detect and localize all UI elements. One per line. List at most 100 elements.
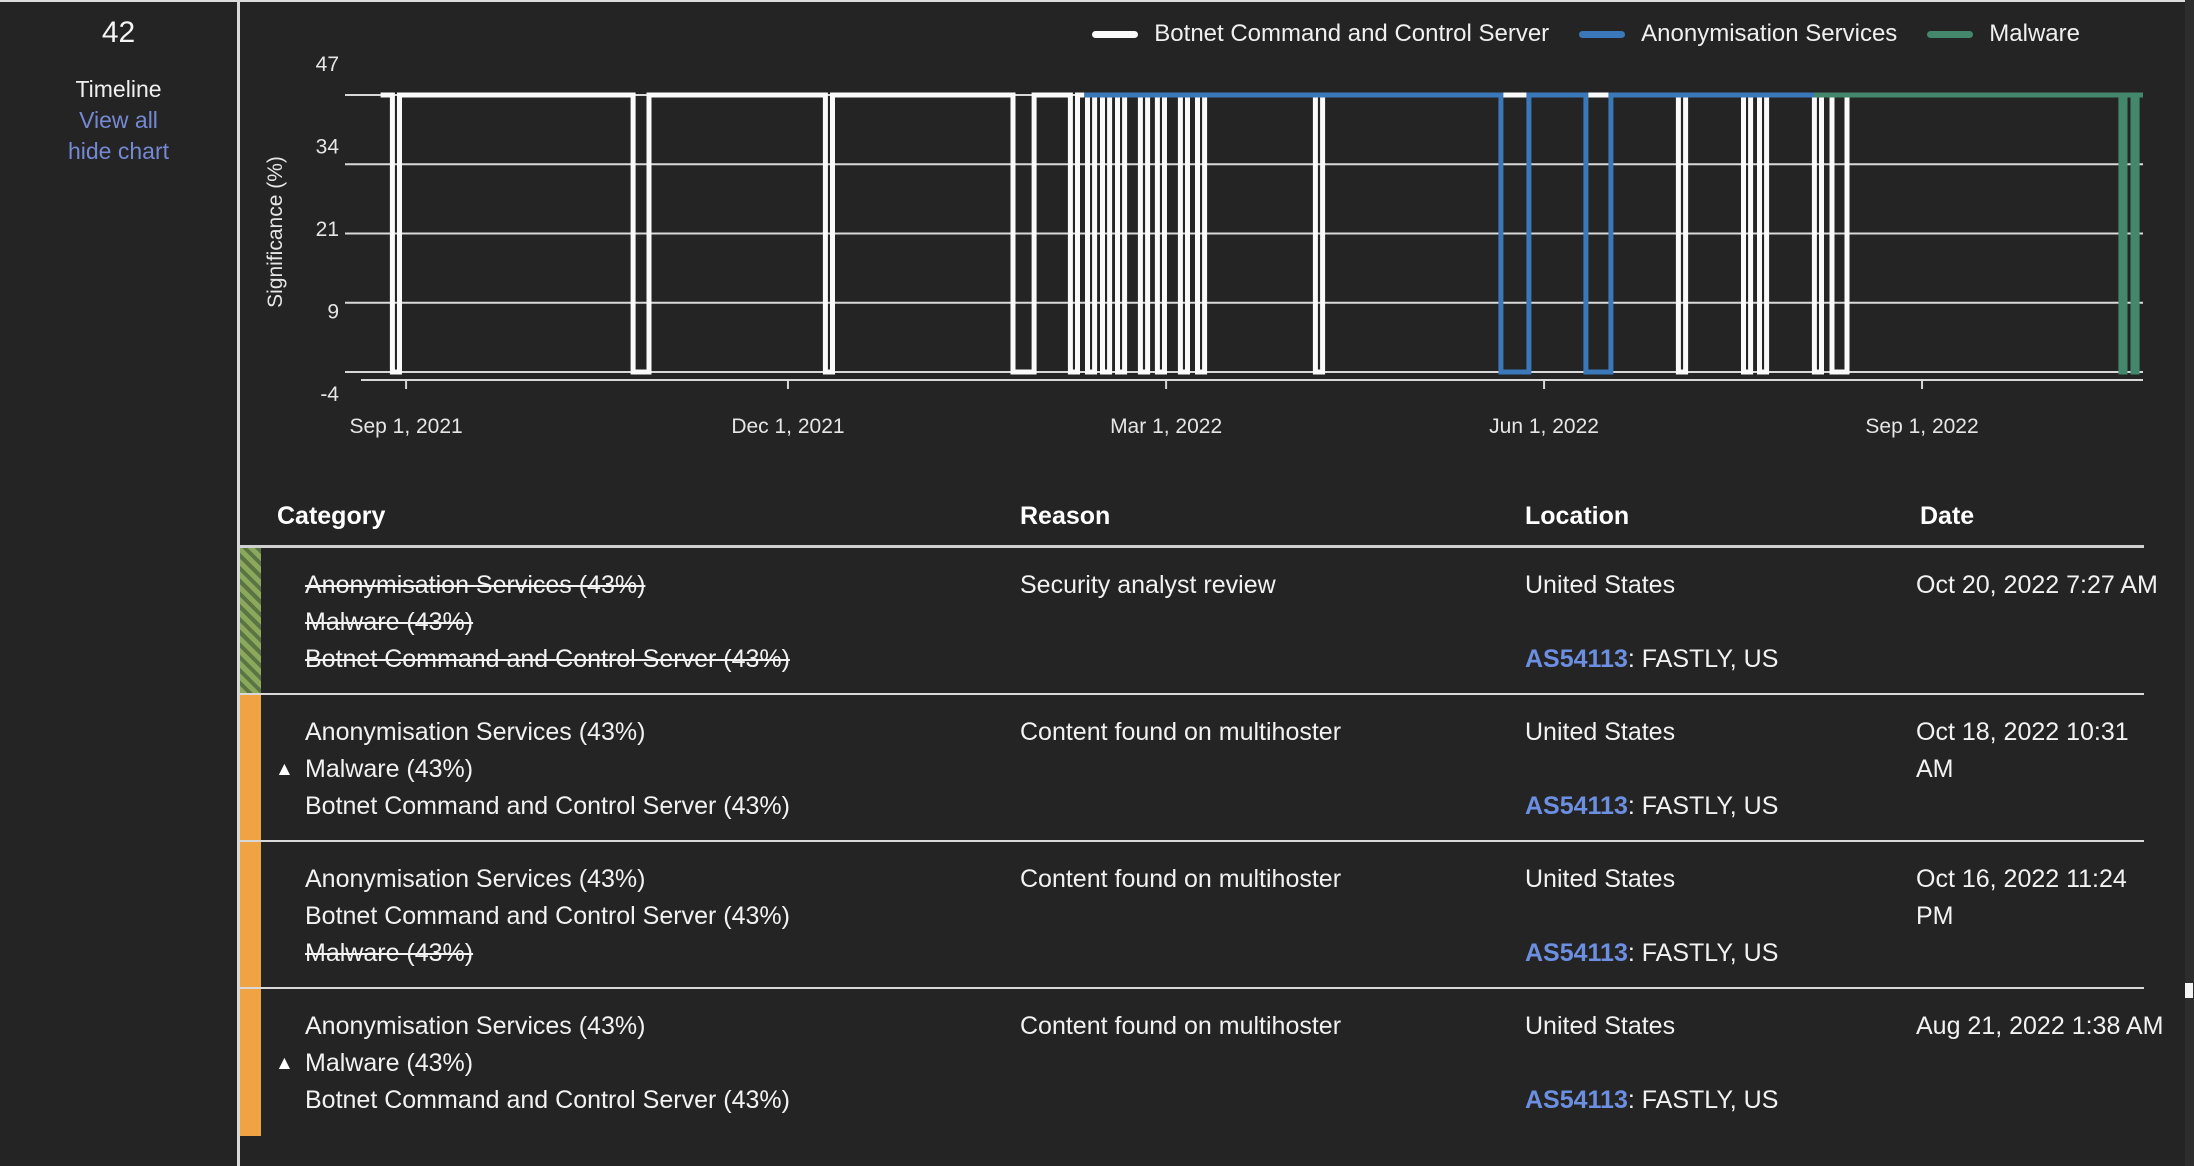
- location-country: United States: [1525, 571, 1676, 599]
- category-label: Anonymisation Services (43%): [305, 1012, 646, 1040]
- date-line: Oct 20, 2022 7:27 AM: [1916, 571, 2158, 599]
- date-line: Oct 16, 2022 11:24: [1916, 865, 2127, 893]
- y-axis-tick-label: 34: [316, 136, 340, 159]
- risk-bar-orange-icon: [240, 842, 261, 987]
- location-cell: United States AS54113: FASTLY, US: [1525, 567, 1895, 678]
- legend-swatch-icon: [1927, 30, 1974, 38]
- category-label: Botnet Command and Control Server (43%): [305, 902, 790, 930]
- column-header-date: Date: [1920, 502, 1975, 530]
- x-axis-tick-label: Jun 1, 2022: [1489, 415, 1599, 438]
- x-axis-tick-label: Sep 1, 2022: [1865, 415, 1978, 438]
- category-line: Malware (43%): [275, 935, 935, 972]
- location-cell: United States AS54113: FASTLY, US: [1525, 1008, 1895, 1119]
- category-line: Anonymisation Services (43%): [275, 861, 935, 898]
- category-label: Botnet Command and Control Server (43%): [305, 645, 790, 673]
- table-row: Anonymisation Services (43%) Malware (43%…: [240, 548, 2158, 695]
- category-label: Botnet Command and Control Server (43%): [305, 792, 790, 820]
- legend-item-anonymisation-services[interactable]: Anonymisation Services: [1579, 20, 1897, 48]
- legend-swatch-icon: [1579, 30, 1626, 38]
- category-label: Malware (43%): [305, 608, 474, 636]
- series-line-anonymisation-services: [1084, 92, 1878, 375]
- sidebar-title: Timeline: [75, 76, 162, 102]
- location-country: United States: [1525, 718, 1676, 746]
- date-line: PM: [1916, 902, 1954, 930]
- category-label: Malware (43%): [305, 939, 474, 967]
- location-cell: United States AS54113: FASTLY, US: [1525, 714, 1895, 825]
- event-count: 42: [101, 16, 136, 49]
- column-header-location: Location: [1525, 502, 1630, 530]
- location-country: United States: [1525, 865, 1676, 893]
- as-line: AS54113: FASTLY, US: [1525, 1082, 1895, 1119]
- category-line: Botnet Command and Control Server (43%): [275, 898, 935, 935]
- category-cell: Anonymisation Services (43%) ▲ Malware (43…: [275, 714, 935, 825]
- date-cell: Oct 16, 2022 11:24 PM: [1916, 861, 2188, 935]
- increase-arrow-icon: ▲: [275, 1053, 294, 1074]
- y-axis-tick-label: 9: [327, 301, 339, 324]
- category-line: Botnet Command and Control Server (43%): [275, 788, 935, 825]
- legend-item-botnet-command-and-control-server[interactable]: Botnet Command and Control Server: [1092, 20, 1549, 48]
- scrollbar-track[interactable]: [2185, 0, 2194, 1166]
- hide-chart-link[interactable]: hide chart: [67, 138, 169, 164]
- category-line: ▲ Malware (43%): [275, 1045, 935, 1082]
- category-label: Anonymisation Services (43%): [305, 571, 646, 599]
- date-line: Oct 18, 2022 10:31: [1916, 718, 2129, 746]
- category-label: Anonymisation Services (43%): [305, 718, 646, 746]
- date-line: AM: [1916, 755, 1954, 783]
- x-axis-tick-label: Sep 1, 2021: [349, 415, 462, 438]
- category-cell: Anonymisation Services (43%) ▲ Malware (43…: [275, 1008, 935, 1119]
- as-number-link[interactable]: AS54113: [1525, 792, 1628, 820]
- scrollbar-thumb[interactable]: [2185, 983, 2193, 998]
- risk-bar-orange-icon: [240, 695, 261, 840]
- as-number-link[interactable]: AS54113: [1525, 1086, 1628, 1114]
- timeline-main-panel: 47 34 21 9 -4 Significance (%) Sep 1, 2021 Dec …: [240, 0, 2194, 1166]
- table-row: Anonymisation Services (43%) Botnet Comma…: [240, 842, 2144, 989]
- category-line: Anonymisation Services (43%): [275, 714, 935, 751]
- x-axis-tick-label: Dec 1, 2021: [731, 415, 844, 438]
- legend-item-malware[interactable]: Malware: [1927, 20, 2080, 48]
- y-axis-tick-label: 47: [316, 53, 339, 76]
- as-org-label: : FASTLY, US: [1627, 1086, 1779, 1114]
- timeline-event-table: Anonymisation Services (43%) Malware (43%…: [240, 548, 2163, 1136]
- location-country: United States: [1525, 1012, 1676, 1040]
- reason-cell: Content found on multihoster: [1020, 718, 1342, 746]
- category-label: Botnet Command and Control Server (43%): [305, 1086, 790, 1114]
- legend-swatch-icon: [1092, 30, 1139, 38]
- date-cell: Aug 21, 2022 1:38 AM: [1916, 1008, 2188, 1045]
- as-number-link[interactable]: AS54113: [1525, 645, 1628, 673]
- increase-arrow-icon: ▲: [275, 759, 294, 780]
- table-header-row: Category Reason Location Date: [240, 488, 2144, 548]
- y-axis-tick-label: 21: [316, 218, 339, 241]
- as-org-label: : FASTLY, US: [1627, 645, 1779, 673]
- table-row: Anonymisation Services (43%) ▲ Malware (43…: [240, 989, 2163, 1136]
- x-axis-tick-label: Mar 1, 2022: [1110, 415, 1222, 438]
- location-cell: United States AS54113: FASTLY, US: [1525, 861, 1895, 972]
- table-row: Anonymisation Services (43%) ▲ Malware (43…: [240, 695, 2144, 842]
- view-all-link[interactable]: View all: [79, 107, 158, 133]
- legend-label: Anonymisation Services: [1641, 20, 1898, 47]
- sidebar-divider: [237, 0, 240, 1166]
- category-label: Malware (43%): [305, 1049, 474, 1077]
- timeline-sidebar: 42 Timeline View all hide chart: [0, 0, 237, 1166]
- y-axis-tick-label: -4: [320, 383, 339, 406]
- column-header-category: Category: [277, 502, 386, 530]
- category-cell: Anonymisation Services (43%) Malware (43%…: [275, 567, 935, 678]
- category-line: ▲ Malware (43%): [275, 751, 935, 788]
- date-cell: Oct 20, 2022 7:27 AM: [1916, 567, 2188, 604]
- as-line: AS54113: FASTLY, US: [1525, 788, 1895, 825]
- as-line: AS54113: FASTLY, US: [1525, 641, 1895, 678]
- chart-legend: Botnet Command and Control Server Anonymi…: [1092, 20, 2080, 48]
- risk-bar-hatched-icon: [240, 548, 261, 693]
- category-line: Botnet Command and Control Server (43%): [275, 641, 935, 678]
- category-line: Anonymisation Services (43%): [275, 567, 935, 604]
- window-top-border: [0, 0, 2194, 2]
- reason-cell: Content found on multihoster: [1020, 865, 1342, 893]
- category-label: Malware (43%): [305, 755, 474, 783]
- legend-label: Malware: [1989, 20, 2080, 47]
- as-org-label: : FASTLY, US: [1627, 792, 1779, 820]
- as-line: AS54113: FASTLY, US: [1525, 935, 1895, 972]
- as-number-link[interactable]: AS54113: [1525, 939, 1628, 967]
- reason-cell: Security analyst review: [1020, 571, 1276, 599]
- column-header-reason: Reason: [1020, 502, 1111, 530]
- significance-timeline-chart: 47 34 21 9 -4 Significance (%) Sep 1, 2021 Dec …: [264, 53, 2143, 438]
- category-line: Anonymisation Services (43%): [275, 1008, 935, 1045]
